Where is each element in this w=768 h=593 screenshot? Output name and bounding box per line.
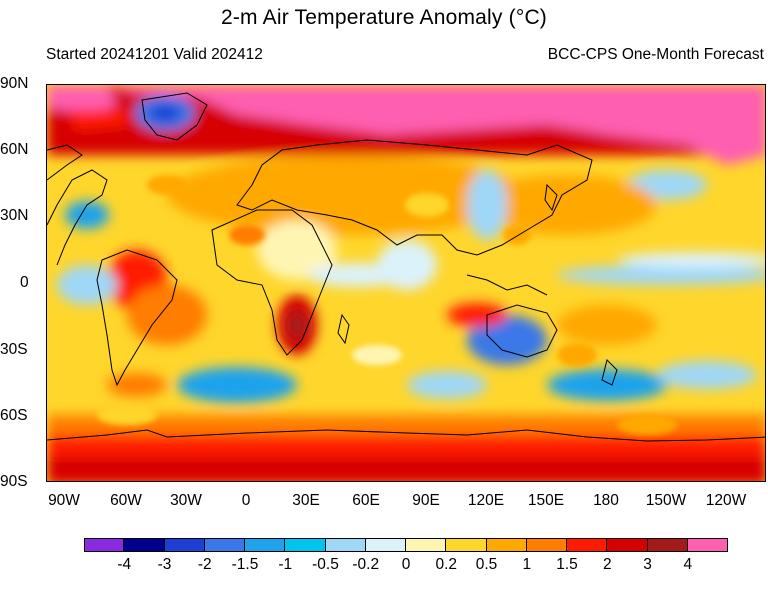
colorbar-tick-label: 2 [602,556,612,573]
lat-label-90n: 90N [0,75,29,92]
colorbar-swatch [526,538,567,552]
lat-label-60n: 60N [0,141,29,158]
colorbar-swatch [446,538,487,552]
colorbar-tick-label: -0.5 [312,556,339,573]
lon-label-0: 0 [241,492,251,509]
coastlines [47,92,765,442]
colorbar-tick-label: 0.5 [475,556,498,573]
colorbar [84,538,728,552]
colorbar-tick-label: -0.2 [352,556,380,573]
colorbar-tick-label: 0.2 [435,556,458,573]
anomaly-map [46,84,766,482]
lon-label-60w: 60W [110,492,142,509]
colorbar-swatch [204,538,245,552]
colorbar-swatch [687,538,728,552]
lon-label-30w: 30W [170,492,202,509]
lon-label-60e: 60E [352,492,380,509]
lon-label-120e: 120E [467,492,505,509]
colorbar-tick-label: 0 [401,556,411,573]
colorbar-tick-label: -1 [278,556,293,573]
lat-label-90s: 90S [0,473,28,490]
colorbar-swatch [164,538,205,552]
lat-label-30n: 30N [0,207,29,224]
colorbar-tick-label: -1.5 [231,556,259,573]
lat-label-30s: 30S [0,341,28,358]
colorbar-tick-label: 3 [643,556,652,573]
colorbar-swatch [647,538,688,552]
lon-label-180: 180 [593,492,619,509]
colorbar-swatch [285,538,326,552]
colorbar-swatch [245,538,286,552]
colorbar-swatch [406,538,447,552]
colorbar-tick-label: -4 [117,556,132,573]
lon-label-150w: 150W [645,492,687,509]
colorbar-swatch [486,538,527,552]
lon-label-30e: 30E [292,492,320,509]
colorbar-tick-label: 1 [522,556,532,573]
colorbar-swatch [567,538,608,552]
colorbar-swatch [124,538,165,552]
anomaly-map-canvas [47,85,765,481]
lon-label-90e: 90E [412,492,440,509]
colorbar-swatch [84,538,125,552]
map-title: 2-m Air Temperature Anomaly (°C) [220,6,547,29]
lat-label-60s: 60S [0,407,28,424]
lon-label-150e: 150E [527,492,565,509]
colorbar-tick-label: 4 [683,556,693,573]
colorbar-tick-label: -2 [197,556,212,573]
colorbar-tick-label: 1.5 [556,556,578,573]
lon-label-120w: 120W [705,492,747,509]
colorbar-swatch [607,538,648,552]
lon-label-90w: 90W [48,492,80,509]
lat-label-equator: 0 [20,274,29,291]
colorbar-tick-label: -3 [157,556,172,573]
colorbar-swatch [365,538,406,552]
anomaly-detail [97,175,677,435]
forecast-dates: Started 20241201 Valid 202412 [46,46,263,63]
colorbar-swatch [325,538,366,552]
forecast-model: BCC-CPS One-Month Forecast [547,46,764,63]
